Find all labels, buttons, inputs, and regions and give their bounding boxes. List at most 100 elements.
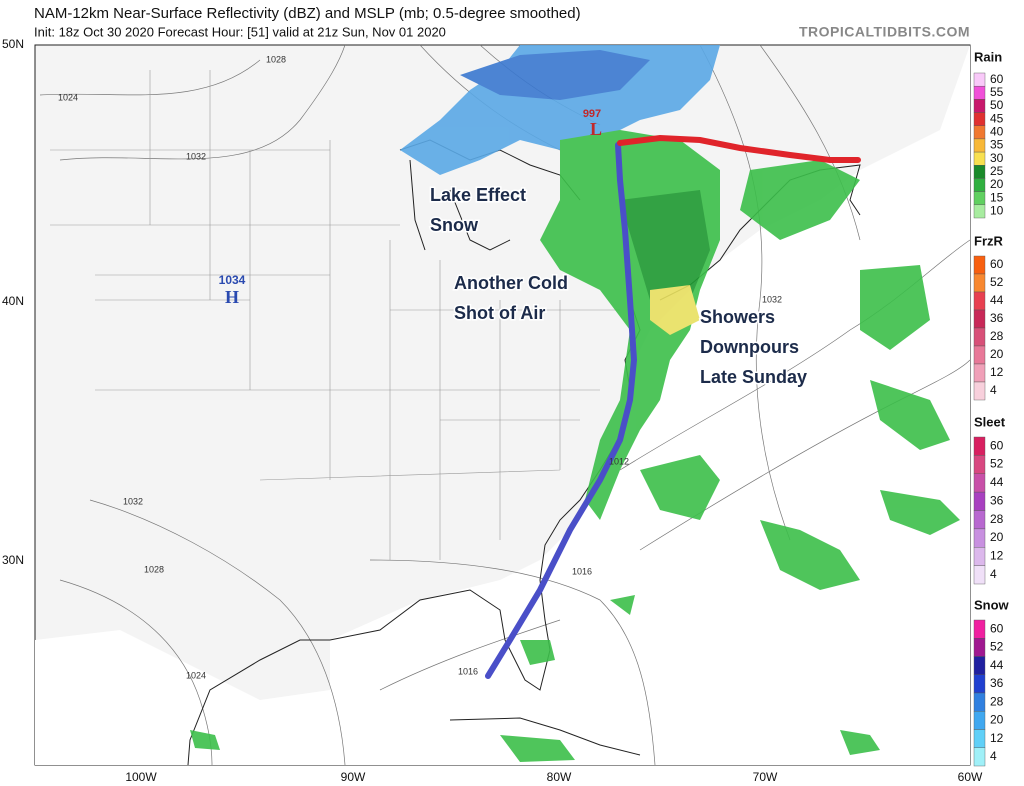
legend: Rain6055504540353025201510FrzR6052443628… — [973, 49, 1010, 767]
colorbar-label: 28 — [990, 694, 1004, 708]
lon-label: 60W — [958, 770, 983, 784]
warm-front — [617, 134, 861, 163]
lon-label: 70W — [753, 770, 778, 784]
colorbar-label: 60 — [990, 257, 1004, 271]
isobar-label: 1028 — [144, 564, 164, 574]
isobar-label: 1032 — [123, 496, 143, 506]
colorbar-swatch — [973, 436, 986, 456]
colorbar-swatch — [973, 674, 986, 694]
colorbar-label: 12 — [990, 365, 1004, 379]
colorbar-title: FrzR — [974, 233, 1004, 248]
colorbar-label: 4 — [990, 383, 997, 397]
colorbar-swatch — [973, 165, 986, 179]
colorbar-swatch — [973, 619, 986, 639]
colorbar-label: 52 — [990, 275, 1004, 289]
colorbar-label: 4 — [990, 749, 997, 763]
colorbar-swatch — [973, 273, 986, 293]
colorbar-label: 30 — [990, 151, 1004, 165]
annotation: Downpours — [700, 337, 799, 357]
colorbar-label: 52 — [990, 640, 1004, 654]
colorbar-swatch — [973, 125, 986, 140]
colorbar-label: 50 — [990, 98, 1004, 112]
colorbar-label: 20 — [990, 530, 1004, 544]
subtitle: Init: 18z Oct 30 2020 Forecast Hour: [51… — [34, 24, 446, 39]
colorbar-swatch — [973, 473, 986, 493]
isobar-label: 1032 — [762, 294, 782, 304]
colorbar-swatch — [973, 72, 986, 87]
colorbar-swatch — [973, 191, 986, 206]
colorbar-swatch — [973, 363, 986, 383]
colorbar-title: Snow — [974, 597, 1010, 612]
colorbar-label: 44 — [990, 475, 1004, 489]
lon-label: 100W — [125, 770, 157, 784]
colorbar-swatch — [973, 85, 986, 100]
lat-label: 30N — [2, 553, 24, 567]
colorbar-label: 25 — [990, 164, 1004, 178]
colorbar-label: 28 — [990, 329, 1004, 343]
annotation: Late Sunday — [700, 367, 807, 387]
colorbar-swatch — [973, 138, 986, 153]
isobar-label: 1016 — [458, 666, 478, 676]
colorbar-swatch — [973, 99, 986, 113]
colorbar-swatch — [973, 692, 986, 712]
colorbar-swatch — [973, 381, 986, 401]
colorbar-swatch — [973, 510, 986, 530]
colorbar-swatch — [973, 455, 986, 474]
colorbar-swatch — [973, 178, 986, 192]
map: 1034 H 997 L 1028 1024 1032 1032 1028 10… — [34, 44, 971, 766]
colorbar-label: 28 — [990, 512, 1004, 526]
colorbar-label: 36 — [990, 311, 1004, 325]
colorbar-swatch — [973, 255, 986, 275]
colorbar-label: 10 — [990, 204, 1004, 218]
colorbar-label: 12 — [990, 731, 1004, 745]
colorbar-swatch — [973, 656, 986, 675]
colorbar-label: 44 — [990, 293, 1004, 307]
isobar-label: 1016 — [572, 566, 592, 576]
isobar-label: 1028 — [266, 54, 286, 64]
colorbar-swatch — [973, 638, 986, 657]
colorbar-label: 55 — [990, 85, 1004, 99]
colorbar-label: 60 — [990, 72, 1004, 86]
colorbar-label: 20 — [990, 177, 1004, 191]
colorbar-swatch — [973, 112, 986, 126]
annotation: Lake Effect — [430, 185, 526, 205]
colorbar-label: 20 — [990, 347, 1004, 361]
cold-front — [485, 142, 638, 679]
colorbar-label: 52 — [990, 457, 1004, 471]
colorbar-label: 36 — [990, 493, 1004, 507]
colorbar-swatch — [973, 528, 986, 548]
lat-label: 40N — [2, 294, 24, 308]
annotation: Showers — [700, 307, 775, 327]
colorbar-swatch — [973, 291, 986, 311]
colorbar-label: 4 — [990, 567, 997, 581]
colorbar-swatch — [973, 747, 986, 767]
colorbar-label: 60 — [990, 438, 1004, 452]
colorbar-swatch — [973, 729, 986, 748]
colorbar-swatch — [973, 345, 986, 365]
colorbar-label: 44 — [990, 658, 1004, 672]
colorbar-swatch — [973, 711, 986, 730]
colorbar-swatch — [973, 565, 986, 585]
colorbar-label: 40 — [990, 124, 1004, 138]
colorbar-label: 15 — [990, 190, 1004, 204]
colorbar-swatch — [973, 327, 986, 347]
colorbar-title: Rain — [974, 49, 1002, 64]
colorbar-label: 35 — [990, 138, 1004, 152]
colorbar-swatch — [973, 309, 986, 329]
lon-label: 80W — [547, 770, 572, 784]
lon-label: 90W — [341, 770, 366, 784]
annotation: Snow — [430, 215, 479, 235]
colorbar-label: 20 — [990, 713, 1004, 727]
high-pressure-symbol: H — [225, 287, 239, 307]
isobar-label: 1024 — [186, 670, 206, 680]
colorbar-swatch — [973, 547, 986, 566]
annotation: Another Cold — [454, 273, 568, 293]
colorbar-label: 45 — [990, 111, 1004, 125]
high-pressure-value: 1034 — [219, 273, 246, 287]
low-pressure-value: 997 — [583, 108, 601, 120]
colorbar-swatch — [973, 491, 986, 511]
low-pressure-symbol: L — [590, 119, 602, 139]
isobar-label: 1024 — [58, 92, 78, 102]
colorbar-label: 12 — [990, 549, 1004, 563]
